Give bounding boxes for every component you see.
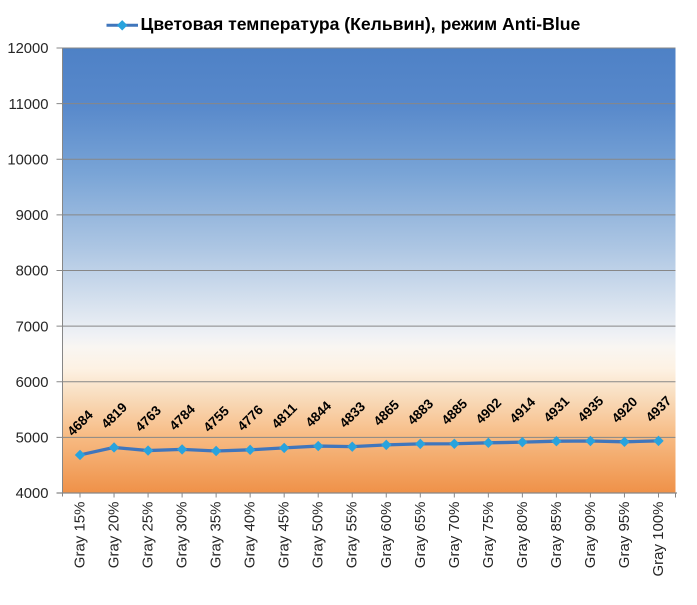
svg-text:Gray 20%: Gray 20% [106,502,123,569]
svg-text:Gray 85%: Gray 85% [548,502,565,569]
svg-text:Gray 45%: Gray 45% [276,502,293,569]
svg-text:Gray 90%: Gray 90% [582,502,599,569]
svg-text:11000: 11000 [8,97,48,113]
svg-text:Gray 30%: Gray 30% [174,502,191,569]
svg-text:Gray 95%: Gray 95% [616,502,633,569]
svg-text:Gray 100%: Gray 100% [650,502,667,577]
svg-text:4000: 4000 [16,486,49,502]
svg-text:10000: 10000 [7,152,48,168]
svg-text:8000: 8000 [16,264,49,280]
svg-text:9000: 9000 [16,208,49,224]
svg-text:Цветовая температура (Кельвин): Цветовая температура (Кельвин), режим An… [141,14,581,34]
svg-text:Gray 40%: Gray 40% [242,502,259,569]
svg-text:Gray 60%: Gray 60% [378,502,395,569]
svg-text:7000: 7000 [16,319,49,335]
svg-text:Gray 70%: Gray 70% [446,502,463,569]
svg-text:Gray 35%: Gray 35% [208,502,225,569]
svg-text:Gray 15%: Gray 15% [72,502,89,569]
svg-text:12000: 12000 [7,41,48,57]
svg-text:6000: 6000 [16,375,49,391]
svg-text:Gray 50%: Gray 50% [310,502,327,569]
svg-text:Gray 55%: Gray 55% [344,502,361,569]
svg-text:5000: 5000 [16,431,49,447]
svg-text:Gray 25%: Gray 25% [140,502,157,569]
svg-text:Gray 65%: Gray 65% [412,502,429,569]
svg-text:Gray 75%: Gray 75% [480,502,497,569]
svg-text:Gray 80%: Gray 80% [514,502,531,569]
